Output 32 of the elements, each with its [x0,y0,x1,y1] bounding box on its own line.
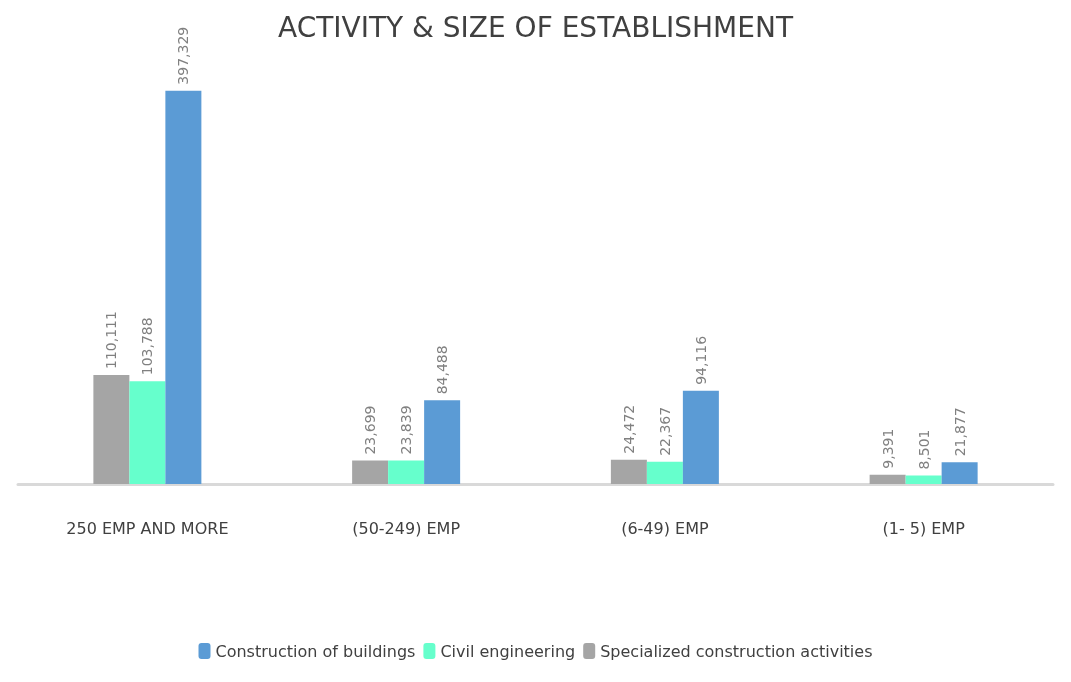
data-label: 110,111 [103,311,120,369]
data-label: 24,472 [620,404,637,454]
data-label: 397,329 [175,26,192,85]
x-tick-label: 250 EMP AND MORE [66,518,229,538]
x-tick-label: (50-249) EMP [352,518,461,538]
bar [165,90,202,484]
data-label: 94,116 [692,335,709,385]
data-label: 8,501 [915,429,932,470]
bar [610,459,647,484]
data-label: 103,788 [139,317,156,376]
bar [388,460,425,484]
bar [352,460,389,484]
legend-label: Civil engineering [440,641,576,661]
legend-label: Construction of buildings [215,641,416,661]
x-tick-label: (1- 5) EMP [882,518,966,538]
data-label: 23,839 [398,405,415,455]
data-label: 22,367 [656,406,673,456]
data-label: 21,877 [951,407,968,457]
data-label: 23,699 [362,405,379,455]
bar [129,381,166,484]
data-label: 9,391 [879,428,896,469]
bar [869,474,906,484]
data-label: 84,488 [434,345,451,395]
bar [424,400,461,484]
chart-title: ACTIVITY & SIZE OF ESTABLISHMENT [277,10,794,44]
bar [682,390,719,484]
legend-label: Specialized construction activities [600,641,873,661]
bar [905,475,942,484]
bar [93,374,130,484]
bar [941,462,978,484]
bar [646,461,683,484]
x-tick-label: (6-49) EMP [621,518,709,538]
